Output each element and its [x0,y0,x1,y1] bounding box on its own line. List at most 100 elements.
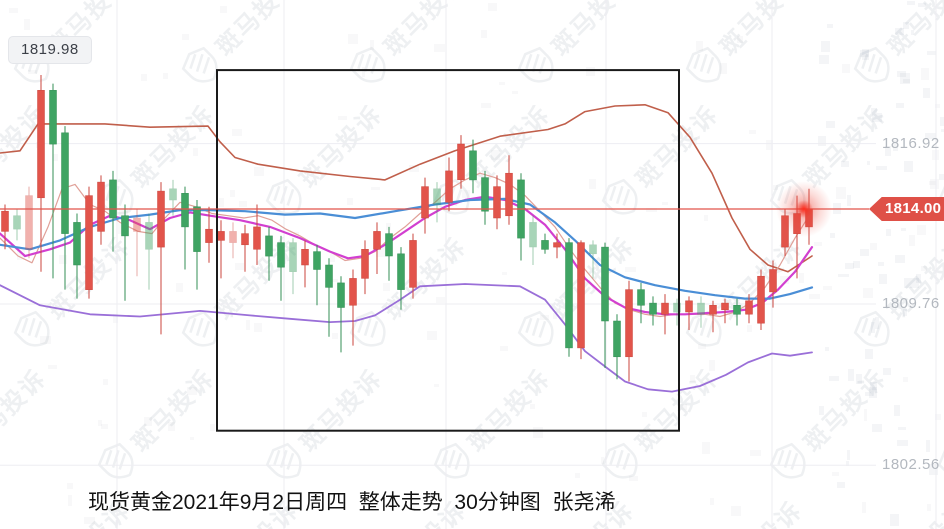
candle-body [697,302,705,315]
candle-body [685,300,693,313]
candle [505,155,513,225]
candle [85,186,93,299]
candle [73,213,81,299]
overlay-lower-band [0,283,813,393]
chart-caption: 现货黄金2021年9月2日周四 整体走势 30分钟图 张尧浠 [88,491,616,514]
candle-body [673,302,681,313]
candle-body [445,170,453,203]
candle-body [289,242,297,272]
candle [313,244,321,306]
candle [721,298,729,324]
candle [457,135,465,189]
candle-body [37,90,45,199]
candle [361,240,369,295]
candle-body [649,302,657,315]
candle-body [637,289,645,306]
candle-body [265,235,273,257]
candle [265,226,273,281]
candle [145,213,153,290]
candle [433,182,441,223]
candle-body [157,190,165,248]
candle-body [229,231,237,243]
candle [553,233,561,259]
candle [589,240,597,279]
candle [745,294,753,324]
candle [181,186,189,270]
candle [517,173,525,261]
y-axis-label: 1816.92 [882,134,940,152]
candle-body [277,242,285,268]
candle [121,204,129,301]
candle-body [373,231,381,250]
candle-body [493,186,501,219]
candle [373,222,381,274]
candle-body [97,181,105,232]
candle-body [577,242,585,349]
candle-body [169,188,177,201]
candle-body [13,215,21,230]
candle [697,296,705,328]
candle-body [613,320,621,358]
candle-body [85,195,93,290]
candle [637,282,645,324]
candle-body [469,150,477,181]
candle-body [589,244,597,255]
candle [541,233,549,254]
candle [193,200,201,290]
candle [25,186,33,259]
candle [385,226,393,281]
candle-body [49,90,57,145]
overlay-upper-band [0,104,813,273]
candle [205,206,213,263]
candle-body [253,226,261,250]
y-axis-label: 1809.76 [882,294,940,312]
candle-body [553,242,561,248]
candle [577,240,585,360]
overlay-ma-mid [0,195,814,316]
candle [709,300,717,333]
candle [769,260,777,308]
candle-body [745,300,753,315]
price-glow-core [795,200,813,218]
candle-body [181,193,189,228]
candle [661,294,669,335]
candle [757,269,765,330]
candle [445,157,453,212]
candle-body [433,188,441,205]
candle-body [349,278,357,306]
candle-body [481,177,489,212]
candle [613,314,621,380]
candle [673,298,681,326]
candle-body [757,275,765,324]
candle-body [301,249,309,266]
candle-body [193,206,201,252]
candle-body [409,240,417,288]
candle [37,75,45,272]
candle [241,224,249,272]
high-price-label: 1819.98 [8,36,92,64]
annotation-rectangle [216,69,680,432]
candle [469,139,477,194]
candle [481,170,489,225]
candle-body [457,143,465,181]
candle-body [769,269,777,293]
current-price-value: 1814.00 [885,200,942,217]
candle [301,240,309,288]
candle [493,175,501,230]
current-price-tag: 1814.00 [869,197,944,221]
candle [337,276,345,353]
candle-body [541,240,549,250]
candle [229,222,237,259]
candle [397,247,405,310]
y-axis-label: 1802.56 [882,456,940,474]
candle [133,209,141,277]
candle-body [505,172,513,217]
candle-body [601,246,609,322]
candle-body [661,302,669,315]
candle [325,258,333,337]
candle [169,179,177,216]
candle-body [565,242,573,349]
candle-body [709,305,717,315]
